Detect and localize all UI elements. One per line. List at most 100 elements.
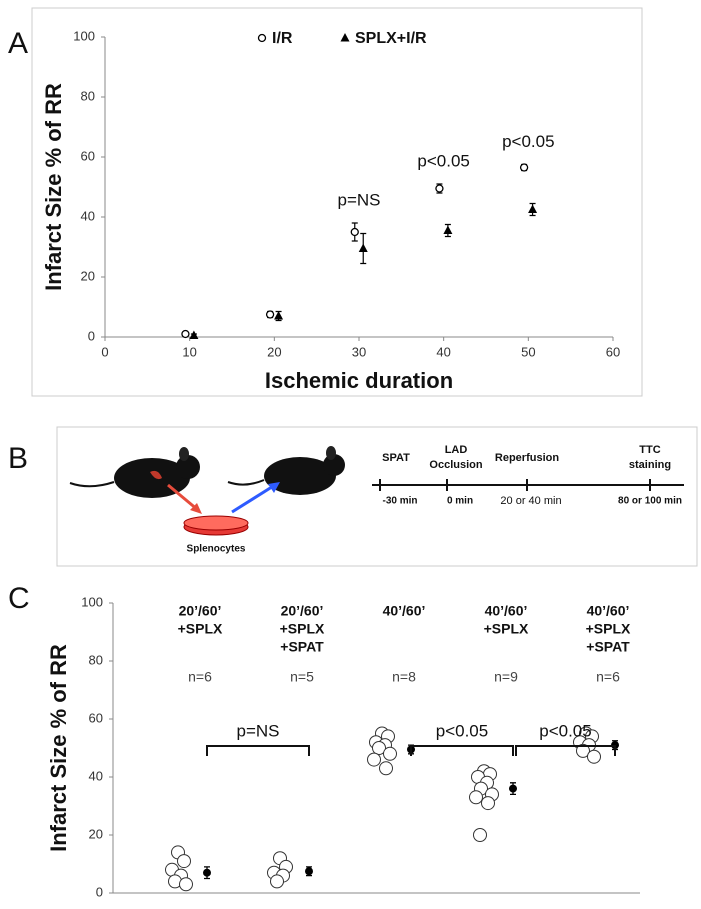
annotation: p<0.05: [502, 132, 554, 151]
y-tick-label: 0: [88, 328, 95, 343]
annotation: p<0.05: [417, 151, 469, 170]
data-point: [274, 311, 284, 320]
event-time: 80 or 100 min: [618, 496, 682, 507]
data-point: [587, 749, 601, 764]
category-label: 40’/60’: [383, 603, 426, 619]
data-point: [443, 225, 453, 234]
category-label: 40’/60’: [485, 603, 528, 619]
event-label: Reperfusion: [495, 452, 559, 464]
mean-point: [509, 784, 517, 793]
legend-label: I/R: [272, 30, 293, 47]
data-point: [181, 329, 190, 339]
data-point: [519, 163, 529, 172]
n-label: n=6: [596, 669, 620, 685]
panel-label: C: [8, 582, 30, 615]
event-label: Occlusion: [429, 459, 482, 471]
data-point: [473, 828, 487, 842]
data-point: [372, 741, 386, 755]
data-point: [481, 796, 495, 811]
data-point: [576, 743, 590, 758]
data-point: [383, 746, 397, 761]
bracket: [206, 745, 310, 756]
panel-label: B: [8, 442, 28, 475]
event-label: SPAT: [382, 452, 410, 464]
y-tick-label: 20: [89, 826, 103, 841]
arrow: [231, 483, 276, 514]
data-point: [265, 310, 275, 319]
x-tick-label: 60: [606, 344, 620, 359]
event-time: -30 min: [382, 496, 417, 507]
x-tick-label: 0: [101, 344, 108, 359]
category-label: +SPAT: [280, 639, 324, 655]
data-point: [528, 204, 538, 213]
panel-b-frame: [56, 426, 698, 567]
category-label: 20’/60’: [281, 603, 324, 619]
data-point: [179, 877, 193, 892]
y-tick-label: 40: [89, 768, 103, 783]
y-tick-label: 60: [81, 148, 95, 163]
event-time: 20 or 40 min: [500, 495, 561, 507]
dish-top: [183, 515, 249, 531]
y-tick-label: 40: [81, 208, 95, 223]
legend-marker: [340, 33, 350, 42]
category-label: +SPLX: [280, 621, 325, 637]
dish-label: Splenocytes: [187, 544, 246, 555]
arrowhead: [268, 482, 280, 493]
data-point: [358, 243, 368, 252]
n-label: n=9: [494, 669, 518, 685]
n-label: n=8: [392, 669, 416, 685]
x-tick-label: 40: [436, 344, 450, 359]
arrow: [167, 483, 199, 512]
category-label: +SPAT: [586, 639, 630, 655]
x-axis-label: Ischemic duration: [265, 368, 453, 393]
y-tick-label: 80: [81, 88, 95, 103]
category-label: 40’/60’: [587, 603, 630, 619]
x-tick-label: 30: [352, 344, 366, 359]
x-tick-label: 20: [267, 344, 281, 359]
n-label: n=5: [290, 669, 314, 685]
comparison-label: p=NS: [237, 721, 280, 740]
x-tick-label: 10: [182, 344, 196, 359]
category-label: +SPLX: [586, 621, 631, 637]
y-tick-label: 100: [73, 28, 95, 43]
y-axis-label: Infarct Size % of RR: [41, 83, 66, 291]
mouse-recipient: [227, 446, 345, 495]
panel-a-frame: [31, 7, 643, 397]
y-tick-label: 0: [96, 884, 103, 899]
event-label: LAD: [445, 444, 468, 456]
mean-point: [305, 867, 313, 876]
category-label: +SPLX: [484, 621, 529, 637]
category-label: 20’/60’: [179, 603, 222, 619]
legend-marker: [257, 33, 267, 43]
comparison-label: p<0.05: [436, 721, 488, 740]
y-tick-label: 80: [89, 652, 103, 667]
y-tick-label: 60: [89, 710, 103, 725]
event-time: 0 min: [447, 496, 473, 507]
x-tick-label: 50: [521, 344, 535, 359]
y-tick-label: 20: [81, 268, 95, 283]
legend-label: SPLX+I/R: [355, 30, 427, 47]
data-point: [189, 330, 199, 339]
data-point: [379, 761, 393, 776]
event-label: staining: [629, 459, 671, 471]
data-point: [177, 854, 191, 869]
y-axis-label: Infarct Size % of RR: [46, 644, 71, 852]
arrowhead: [190, 503, 202, 514]
category-label: +SPLX: [178, 621, 223, 637]
bracket: [515, 745, 616, 756]
data-point: [270, 874, 284, 889]
annotation: p=NS: [338, 190, 381, 209]
n-label: n=6: [188, 669, 212, 685]
comparison-label: p<0.05: [539, 721, 591, 740]
panel-label: A: [8, 27, 28, 60]
event-label: TTC: [639, 444, 660, 456]
y-tick-label: 100: [81, 594, 103, 609]
data-point: [469, 790, 483, 805]
mean-point: [203, 868, 211, 877]
data-point: [367, 752, 381, 767]
data-point: [350, 227, 359, 237]
bracket: [410, 745, 514, 756]
mouse-donor: [69, 447, 200, 498]
